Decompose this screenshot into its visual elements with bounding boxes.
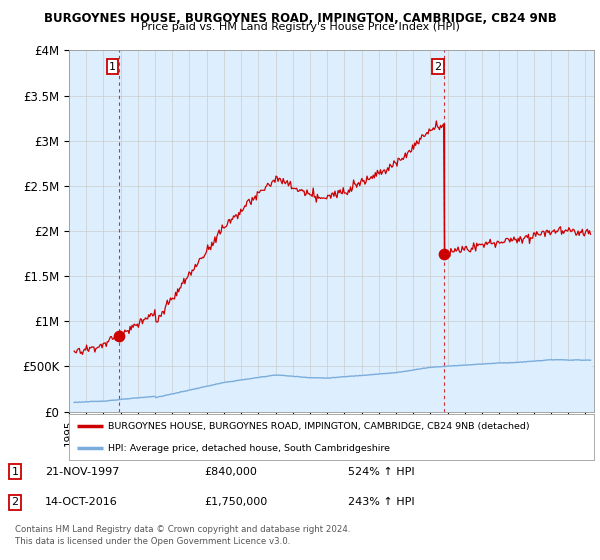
Point [114, 332, 124, 340]
Text: £1,750,000: £1,750,000 [204, 497, 267, 507]
Point [439, 249, 449, 258]
Text: HPI: Average price, detached house, South Cambridgeshire: HPI: Average price, detached house, Sout… [109, 444, 391, 453]
Text: 2: 2 [11, 497, 19, 507]
Text: 524% ↑ HPI: 524% ↑ HPI [348, 466, 415, 477]
Text: 14-OCT-2016: 14-OCT-2016 [45, 497, 118, 507]
Text: £840,000: £840,000 [204, 466, 257, 477]
Text: 1: 1 [109, 62, 116, 72]
Text: BURGOYNES HOUSE, BURGOYNES ROAD, IMPINGTON, CAMBRIDGE, CB24 9NB (detached): BURGOYNES HOUSE, BURGOYNES ROAD, IMPINGT… [109, 422, 530, 431]
Text: 1: 1 [11, 466, 19, 477]
Text: 21-NOV-1997: 21-NOV-1997 [45, 466, 119, 477]
Text: BURGOYNES HOUSE, BURGOYNES ROAD, IMPINGTON, CAMBRIDGE, CB24 9NB: BURGOYNES HOUSE, BURGOYNES ROAD, IMPINGT… [44, 12, 556, 25]
Text: 2: 2 [434, 62, 442, 72]
Text: 243% ↑ HPI: 243% ↑ HPI [348, 497, 415, 507]
Text: Contains HM Land Registry data © Crown copyright and database right 2024.
This d: Contains HM Land Registry data © Crown c… [15, 525, 350, 546]
Text: Price paid vs. HM Land Registry's House Price Index (HPI): Price paid vs. HM Land Registry's House … [140, 22, 460, 32]
